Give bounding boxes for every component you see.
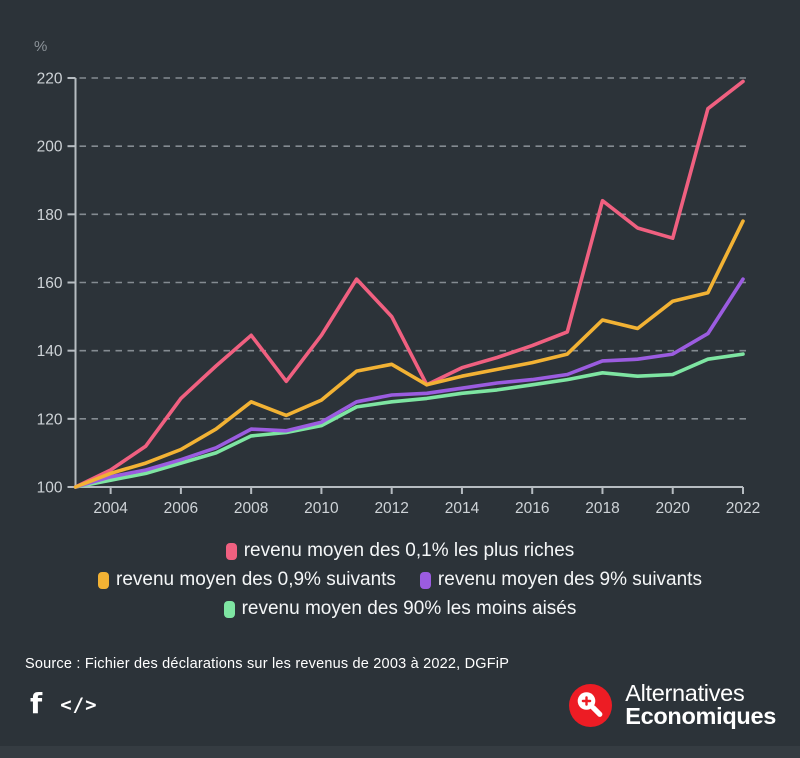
- logo-line-2: Economiques: [625, 703, 776, 729]
- x-tick-label: 2016: [515, 500, 549, 517]
- alternatives-economiques-logo: Alternatives Economiques: [569, 680, 776, 729]
- legend-row-1: revenu moyen des 0,1% les plus riches: [0, 540, 800, 562]
- legend-label: revenu moyen des 0,9% suivants: [116, 569, 396, 590]
- facebook-icon[interactable]: f: [30, 687, 43, 720]
- income-line-chart: 100 120 140 160 180 200 220 2004 2006 2008 2010 201…: [34, 38, 760, 517]
- legend-swatch-yellow: [98, 572, 110, 589]
- legend-item-bottom-90-percent: revenu moyen des 90% les moins aisés: [223, 598, 577, 620]
- legend-item-next-0-9-percent: revenu moyen des 0,9% suivants: [98, 569, 396, 591]
- legend-row-2: revenu moyen des 0,9% suivants revenu mo…: [0, 569, 800, 591]
- x-tick-label: 2018: [585, 500, 619, 517]
- legend-swatch-purple: [419, 572, 431, 589]
- embed-code-icon[interactable]: </>: [60, 694, 98, 717]
- y-tick-label: 200: [37, 139, 63, 156]
- series-line-2: [73, 277, 745, 489]
- legend-item-top-0-1-percent: revenu moyen des 0,1% les plus riches: [225, 540, 575, 562]
- series-line-1: [73, 219, 745, 489]
- x-tick-label: 2008: [234, 500, 268, 517]
- y-tick-label: 120: [37, 411, 63, 428]
- source-note: Source : Fichier des déclarations sur le…: [25, 656, 510, 672]
- y-tick-label: 100: [37, 480, 63, 497]
- x-tick-label: 2004: [93, 500, 128, 517]
- x-tick-label: 2022: [726, 500, 760, 517]
- unit-label: %: [34, 38, 47, 55]
- legend-item-next-9-percent: revenu moyen des 9% suivants: [419, 569, 702, 591]
- y-tick-label: 160: [37, 275, 63, 292]
- legend-swatch-green: [223, 601, 235, 618]
- x-tick-label: 2020: [655, 500, 690, 517]
- series-line-0: [73, 79, 745, 489]
- x-tick-label: 2012: [374, 500, 408, 517]
- y-tick-label: 140: [37, 343, 63, 360]
- x-tick-label: 2006: [164, 500, 198, 517]
- series-line-3: [73, 352, 745, 489]
- logo-text: Alternatives Economiques: [625, 680, 776, 729]
- legend-row-3: revenu moyen des 90% les moins aisés: [0, 598, 800, 620]
- chart-legend: revenu moyen des 0,1% les plus riches re…: [0, 540, 800, 620]
- legend-label: revenu moyen des 9% suivants: [437, 569, 702, 590]
- x-tick-label: 2010: [304, 500, 339, 517]
- magnifier-logo-icon: [569, 683, 613, 727]
- y-tick-label: 180: [37, 207, 63, 224]
- legend-label: revenu moyen des 0,1% les plus riches: [243, 540, 575, 561]
- legend-swatch-pink: [225, 543, 237, 560]
- legend-label: revenu moyen des 90% les moins aisés: [241, 598, 577, 619]
- logo-line-1: Alternatives: [625, 680, 745, 706]
- x-tick-label: 2014: [445, 500, 480, 517]
- share-icons: f </>: [30, 690, 98, 718]
- y-tick-label: 220: [37, 71, 63, 88]
- footer-strip: [0, 746, 800, 758]
